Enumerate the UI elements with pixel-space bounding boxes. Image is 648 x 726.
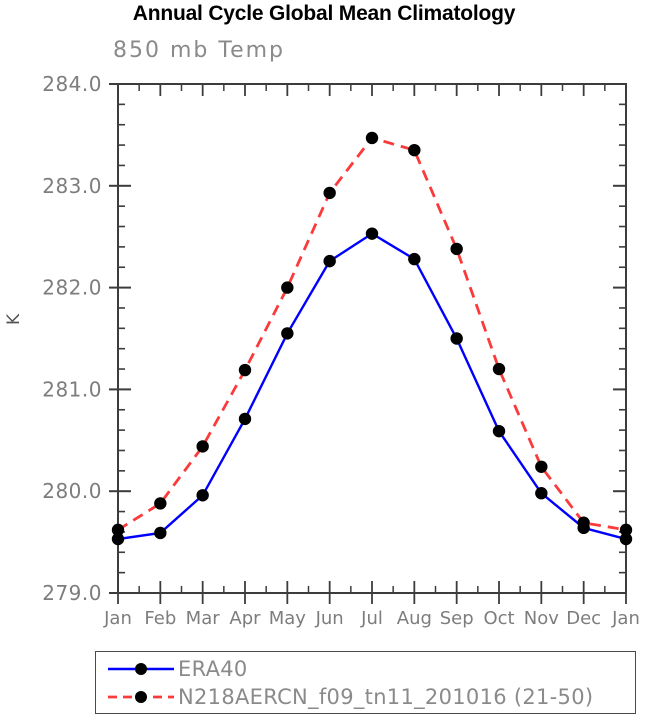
- data-point-marker: [492, 362, 506, 376]
- x-tick-label: Sep: [440, 608, 474, 629]
- data-point-marker: [111, 532, 125, 546]
- data-point-marker: [111, 523, 125, 537]
- data-point-marker: [492, 424, 506, 438]
- data-point-marker: [408, 252, 421, 266]
- data-point-marker: [238, 412, 252, 426]
- legend-item-1[interactable]: N218AERCN_f09_tn11_201016 (21-50): [96, 683, 635, 711]
- x-tick-label: Jun: [315, 608, 344, 629]
- x-tick-label: Oct: [483, 608, 514, 629]
- data-point-marker: [535, 487, 548, 500]
- data-point-marker: [323, 186, 336, 200]
- x-tick-label: May: [269, 608, 307, 629]
- y-tick-label: 283.0: [42, 174, 102, 198]
- legend-swatch-1: [108, 691, 174, 703]
- legend-label-1: N218AERCN_f09_tn11_201016 (21-50): [178, 685, 594, 709]
- series-line-0: [117, 232, 627, 541]
- data-point-marker: [408, 143, 421, 157]
- data-point-marker: [577, 516, 590, 529]
- y-tick-label: 281.0: [42, 377, 102, 401]
- x-tick-label: Jan: [611, 608, 640, 629]
- data-point-marker: [196, 489, 209, 502]
- x-tick-label: Apr: [229, 608, 261, 629]
- data-point-marker: [450, 332, 463, 345]
- y-tick-label: 280.0: [42, 479, 102, 503]
- legend-swatch-0: [108, 663, 174, 675]
- legend-label-0: ERA40: [178, 657, 248, 681]
- legend: ERA40 N218AERCN_f09_tn11_201016 (21-50): [95, 651, 636, 714]
- chart-subtitle: 850 mb Temp: [113, 38, 286, 63]
- data-point-marker: [365, 227, 379, 240]
- data-series-layer: [111, 131, 633, 546]
- x-tick-label: Mar: [186, 608, 221, 629]
- plot-frame: [117, 83, 627, 594]
- series-line-1: [117, 136, 627, 532]
- data-point-marker: [196, 440, 209, 453]
- y-tick-label: 279.0: [42, 581, 102, 605]
- data-point-marker: [238, 363, 252, 377]
- x-tick-label: Feb: [144, 608, 176, 629]
- data-point-marker: [365, 131, 379, 145]
- axes: [109, 83, 627, 604]
- data-point-marker: [619, 532, 633, 546]
- legend-item-0[interactable]: ERA40: [96, 655, 635, 683]
- data-point-marker: [154, 497, 167, 510]
- tick-labels: 279.0 280.0 281.0 282.0 283.0 284.0 Jan Feb Mar A…: [42, 72, 640, 629]
- x-tick-label: Jul: [360, 608, 383, 629]
- page-title: Annual Cycle Global Mean Climatology: [132, 2, 516, 25]
- x-tick-label: Jan: [103, 608, 132, 629]
- x-tick-label: Nov: [524, 608, 559, 629]
- data-point-marker: [154, 526, 167, 540]
- data-point-marker: [281, 327, 294, 340]
- data-point-marker: [450, 242, 463, 256]
- y-tick-label: 284.0: [42, 72, 102, 96]
- x-tick-label: Aug: [397, 608, 432, 629]
- y-tick-label: 282.0: [42, 276, 102, 300]
- data-point-marker: [323, 254, 336, 268]
- data-point-marker: [619, 523, 633, 537]
- x-tick-label: Dec: [566, 608, 601, 629]
- data-point-marker: [281, 281, 294, 294]
- data-point-marker: [535, 460, 548, 473]
